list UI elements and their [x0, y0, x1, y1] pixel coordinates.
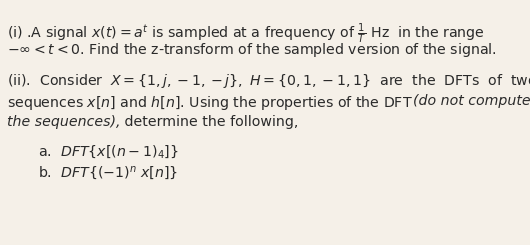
- Text: sequences $x[n]$ and $h[n]$. Using the properties of the DFT: sequences $x[n]$ and $h[n]$. Using the p…: [7, 94, 413, 112]
- Text: $-\infty < t < 0$. Find the z-transform of the sampled version of the signal.: $-\infty < t < 0$. Find the z-transform …: [7, 41, 497, 59]
- Text: a.  $\mathit{DFT}\{x[(n-1)_4]\}$: a. $\mathit{DFT}\{x[(n-1)_4]\}$: [38, 143, 179, 160]
- Text: determine the following,: determine the following,: [120, 115, 299, 129]
- Text: (i) .A signal $x(t) = a^t$ is sampled at a frequency of $\frac{1}{T}$ Hz  in the: (i) .A signal $x(t) = a^t$ is sampled at…: [7, 22, 485, 46]
- Text: the sequences),: the sequences),: [7, 115, 120, 129]
- Text: (do not compute: (do not compute: [413, 94, 530, 108]
- Text: b.  $\mathit{DFT}\{(-1)^n\ x[n]\}$: b. $\mathit{DFT}\{(-1)^n\ x[n]\}$: [38, 165, 178, 182]
- Text: (ii).  Consider  $X = \{1, j, -1, -j\},\ H = \{0, 1, -1, 1\}$  are  the  DFTs  o: (ii). Consider $X = \{1, j, -1, -j\},\ H…: [7, 72, 530, 90]
